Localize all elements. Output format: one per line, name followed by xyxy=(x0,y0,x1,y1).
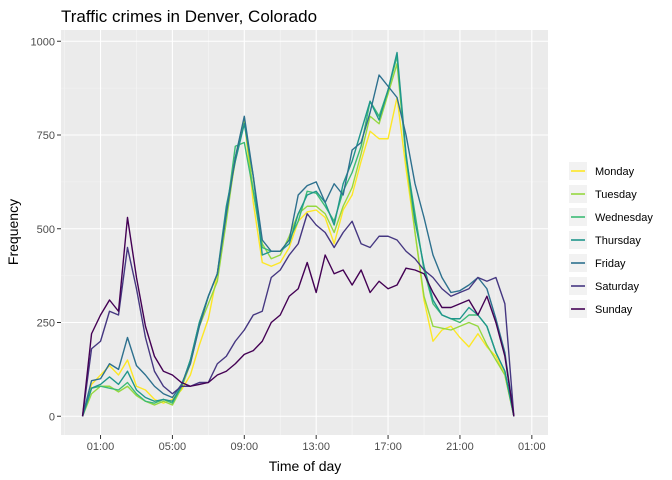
legend-label-wednesday: Wednesday xyxy=(595,212,653,224)
series-line-sunday xyxy=(81,216,515,417)
series-line-thursday xyxy=(81,51,515,417)
y-tick-label: 0 xyxy=(49,411,55,423)
chart-title: Traffic crimes in Denver, Colorado xyxy=(61,7,317,26)
x-axis: 01:00 05:00 09:00 13:00 17:00 21:00 01:00 xyxy=(87,435,546,453)
series-lines xyxy=(81,51,515,417)
x-tick-label: 17:00 xyxy=(374,441,402,453)
y-tick-label: 750 xyxy=(37,130,55,142)
series-line-friday xyxy=(81,74,515,417)
legend-label-tuesday: Tuesday xyxy=(595,189,637,201)
legend-label-thursday: Thursday xyxy=(595,235,641,247)
x-tick-label: 01:00 xyxy=(87,441,115,453)
y-tick-label: 250 xyxy=(37,318,55,330)
legend: Monday Tuesday Wednesday Thursday Friday Satu… xyxy=(569,162,653,318)
x-tick-label: 01:00 xyxy=(518,441,546,453)
legend-label-sunday: Sunday xyxy=(595,304,633,316)
x-tick-label: 05:00 xyxy=(159,441,187,453)
y-axis: 0 250 500 750 1000 xyxy=(31,36,61,423)
legend-label-saturday: Saturday xyxy=(595,281,640,293)
plot-panel xyxy=(61,30,548,435)
legend-label-friday: Friday xyxy=(595,258,626,270)
y-axis-title: Frequency xyxy=(5,199,21,265)
series-line-saturday xyxy=(81,213,515,417)
grid-minor xyxy=(61,30,548,435)
y-tick-label: 1000 xyxy=(31,36,55,48)
x-axis-title: Time of day xyxy=(269,458,342,474)
legend-label-monday: Monday xyxy=(595,166,635,178)
grid-major xyxy=(61,30,548,435)
x-tick-label: 21:00 xyxy=(446,441,474,453)
x-tick-label: 09:00 xyxy=(231,441,259,453)
x-tick-label: 13:00 xyxy=(302,441,330,453)
y-tick-label: 500 xyxy=(37,224,55,236)
